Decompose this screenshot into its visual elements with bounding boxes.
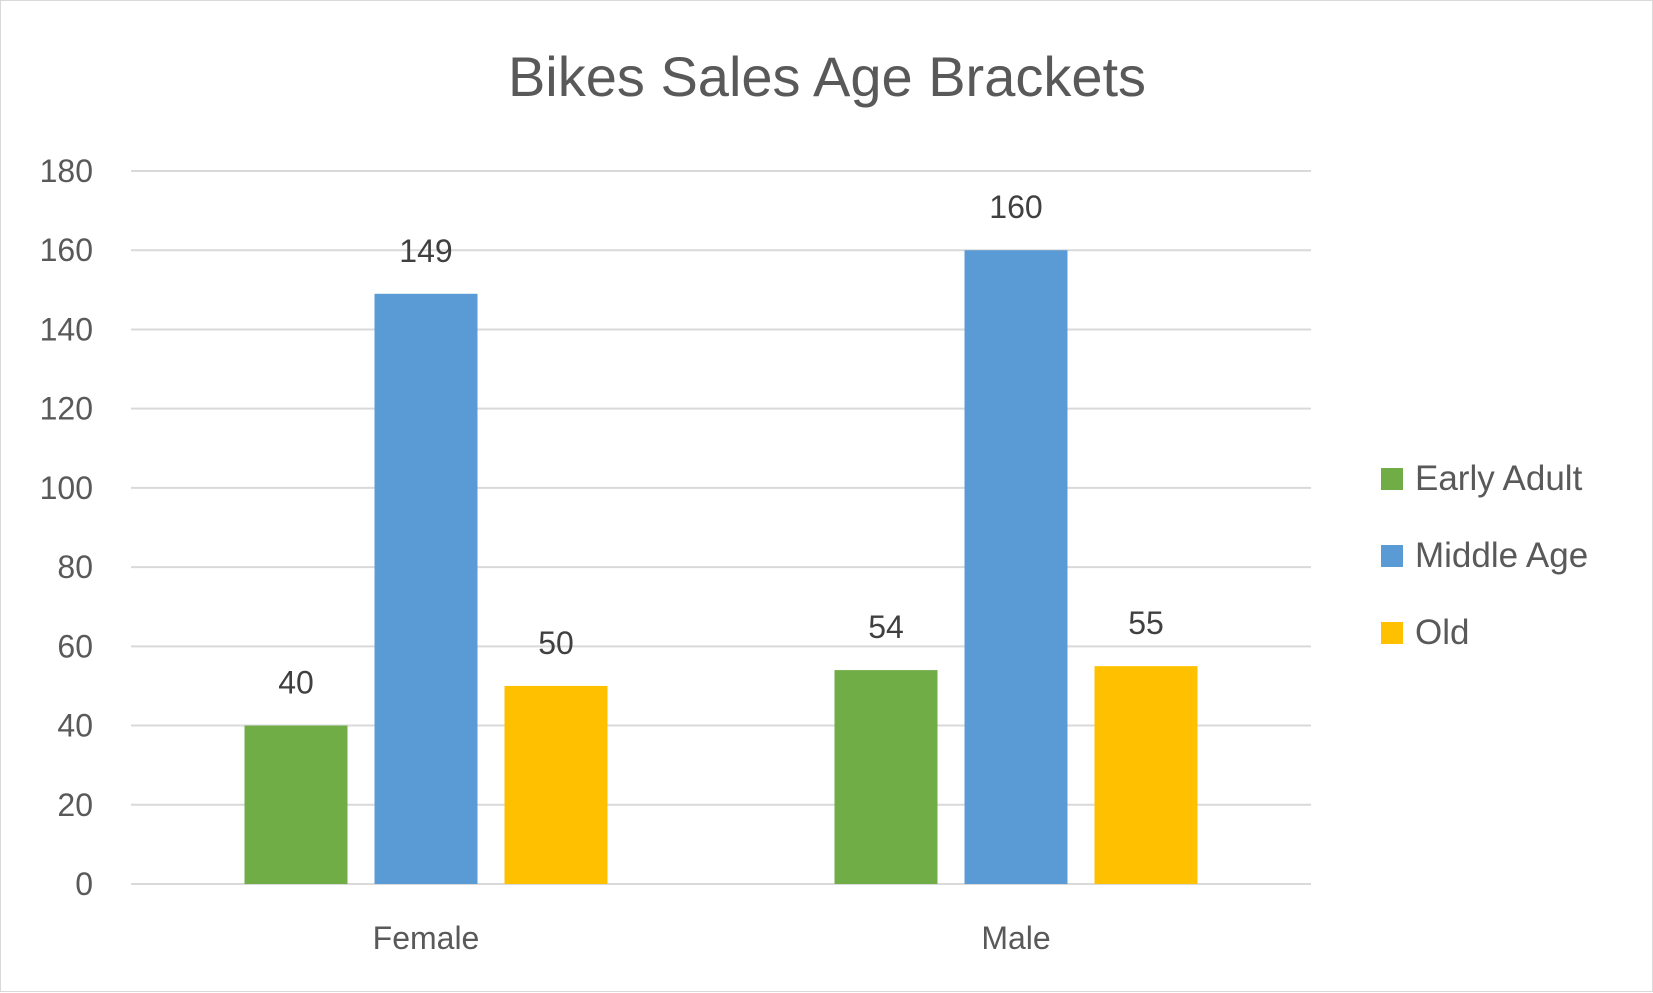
y-tick-label: 0 — [75, 866, 93, 902]
category-label-female: Female — [373, 920, 480, 956]
legend-swatch-early-adult — [1381, 468, 1403, 490]
legend-label: Middle Age — [1415, 536, 1588, 575]
y-tick-label: 60 — [57, 628, 93, 664]
bar-middle-age-female — [374, 293, 478, 884]
data-label: 55 — [1128, 605, 1164, 641]
category-label-male: Male — [981, 920, 1050, 956]
y-tick-label: 140 — [40, 311, 93, 347]
y-tick-label: 180 — [40, 153, 93, 189]
y-tick-label: 100 — [40, 470, 93, 506]
y-tick-label: 160 — [40, 232, 93, 268]
bar-old-female — [504, 685, 608, 884]
legend-swatch-middle-age — [1381, 545, 1403, 567]
data-label: 54 — [868, 609, 904, 645]
bars — [244, 250, 1198, 884]
data-label: 160 — [989, 189, 1042, 225]
legend-label: Old — [1415, 613, 1469, 652]
chart-title: Bikes Sales Age Brackets — [508, 45, 1146, 108]
bar-early-adult-female — [244, 725, 348, 884]
y-axis-ticks: 0 20 40 60 80 100 120 140 160 180 — [40, 153, 93, 902]
data-label: 40 — [278, 665, 314, 701]
y-tick-label: 120 — [40, 391, 93, 427]
bar-old-male — [1094, 666, 1198, 884]
y-tick-label: 20 — [57, 787, 93, 823]
legend-label: Early Adult — [1415, 459, 1583, 498]
x-axis-categories: Female Male — [373, 920, 1051, 956]
y-tick-label: 80 — [57, 549, 93, 585]
data-label: 50 — [538, 625, 574, 661]
legend: Early Adult Middle Age Old — [1381, 459, 1588, 652]
y-tick-label: 40 — [57, 708, 93, 744]
legend-swatch-old — [1381, 622, 1403, 644]
data-labels: 40 149 50 54 160 55 — [278, 189, 1164, 700]
bar-early-adult-male — [834, 670, 938, 884]
bar-middle-age-male — [964, 250, 1068, 884]
data-label: 149 — [399, 233, 452, 269]
